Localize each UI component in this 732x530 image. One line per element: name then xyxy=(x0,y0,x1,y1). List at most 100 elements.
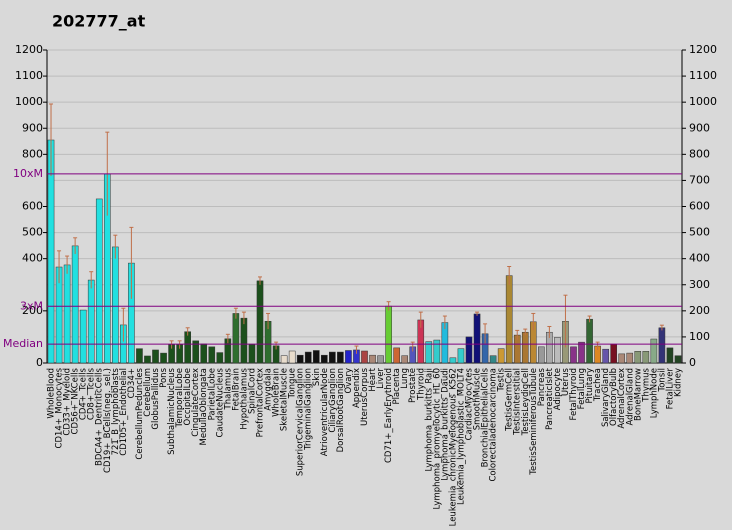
x-tick-label: Hypothalamus xyxy=(239,367,249,429)
y2-tick-label: 100 xyxy=(689,330,710,343)
x-tick-label: CD34+ xyxy=(127,368,137,398)
x-tick-label: OlfactoryBulb xyxy=(609,368,619,426)
bar xyxy=(95,198,103,364)
y-tick-label: 0 xyxy=(36,356,43,369)
x-tick-label: Lung xyxy=(400,368,410,389)
bar xyxy=(473,313,481,364)
bar xyxy=(505,275,513,364)
x-tick-label: LymphNode xyxy=(649,368,659,418)
x-tick-label: CD4+_Tcells xyxy=(79,367,89,420)
bar xyxy=(312,350,320,364)
bar xyxy=(369,354,376,364)
bar xyxy=(385,305,392,364)
x-tick-label: CingulateCortex xyxy=(191,368,201,437)
x-tick-label: Thyroid xyxy=(416,368,426,401)
bar xyxy=(618,353,626,364)
y2-tick-label: 400 xyxy=(689,252,710,265)
bar xyxy=(457,348,465,364)
bar xyxy=(256,280,264,364)
x-tick-label: Pituitary xyxy=(585,368,595,403)
x-tick-label: Kidney xyxy=(673,368,683,397)
bar xyxy=(208,346,216,364)
bar xyxy=(570,346,577,364)
bar xyxy=(329,351,336,364)
x-tick-label: FetalLung xyxy=(577,368,587,409)
bar xyxy=(602,348,609,364)
x-tick-label: FetalThyroid xyxy=(569,368,579,420)
bar xyxy=(232,313,240,364)
x-tick-label: CD105+_Endothelial xyxy=(119,368,129,456)
x-tick-label: SubthalamicNucleus xyxy=(167,367,177,454)
y2-tick-label: 300 xyxy=(689,278,710,291)
x-tick-label: BoneMarrow xyxy=(633,368,643,421)
bar xyxy=(433,339,441,364)
reference-label: 10xM xyxy=(13,167,43,180)
bar xyxy=(610,343,617,364)
x-tick-label: AdrenalCortex xyxy=(617,368,627,429)
y-tick-label: 600 xyxy=(22,200,43,213)
bar xyxy=(79,309,87,364)
bar xyxy=(425,341,433,364)
x-tick-label: SuperiorCervicalGanglion xyxy=(296,368,306,476)
x-tick-label: Lymphoma_promyelocytic_HL_60 xyxy=(432,368,442,510)
y2-tick-label: 700 xyxy=(689,173,710,186)
reference-label: 3xM xyxy=(20,299,43,312)
x-tick-label: PrefrontalCortex xyxy=(256,368,266,437)
x-tick-label: WholeBrain xyxy=(272,368,282,417)
x-tick-label: Appendix xyxy=(352,368,362,408)
x-tick-label: Leukemia_chronicMyelogenous_K562 xyxy=(448,368,458,526)
bar xyxy=(216,352,224,364)
bar xyxy=(304,351,312,364)
y-tick-label: 200 xyxy=(22,304,43,317)
x-tick-label: AtrioventricularNode xyxy=(320,368,330,456)
bar xyxy=(626,352,634,364)
y-tick-label: 500 xyxy=(22,226,43,239)
y2-tick-label: 600 xyxy=(689,200,710,213)
x-tick-label: TestisInterstitial xyxy=(513,368,523,436)
x-tick-label: Liver xyxy=(376,368,386,389)
y-tick-label: 1100 xyxy=(15,69,43,82)
bar xyxy=(489,355,497,364)
x-tick-label: UterusCorpus xyxy=(360,367,370,426)
y2-tick-label: 200 xyxy=(689,304,710,317)
x-tick-label: Adipocyte xyxy=(553,368,563,410)
bar xyxy=(337,351,344,364)
bar xyxy=(401,355,408,364)
bar xyxy=(136,348,143,364)
bar xyxy=(144,355,151,364)
y-tick-label: 1200 xyxy=(15,43,43,56)
bar xyxy=(650,338,658,364)
x-tick-label: Colorectaladenocarcinoma xyxy=(489,368,499,482)
x-tick-label: CD71+_EarlyErythroid xyxy=(384,368,394,463)
x-tick-label: 721_B_lymphoblasts xyxy=(111,367,121,455)
bar xyxy=(288,350,296,364)
x-tick-label: CD19+_BCells(neg._sel.) xyxy=(103,368,113,473)
y2-tick-label: 1200 xyxy=(689,43,717,56)
bar xyxy=(112,246,119,364)
bar xyxy=(538,346,545,364)
x-tick-label: Cerebellum xyxy=(143,368,153,417)
bar xyxy=(642,351,650,364)
y-tick-label: 800 xyxy=(22,147,43,160)
bar xyxy=(87,279,95,364)
x-tick-label: SmoothMuscle xyxy=(473,368,483,430)
x-tick-label: BDCA4+_DentriticCells xyxy=(95,367,105,466)
x-tick-label: Trachea xyxy=(593,368,603,402)
x-tick-label: CiliaryGanglion xyxy=(328,368,338,433)
y2-tick-label: 800 xyxy=(689,147,710,160)
bar xyxy=(674,355,682,364)
y2-tick-label: 1000 xyxy=(689,95,717,108)
chart-title: 202777_at xyxy=(52,12,146,31)
x-tick-label: AdrenalGland xyxy=(625,368,635,426)
bar xyxy=(63,264,71,364)
x-tick-label: FetalLiver xyxy=(665,368,675,410)
x-tick-label: Thalamus xyxy=(223,367,233,410)
bar xyxy=(497,348,505,364)
y-tick-label: 1000 xyxy=(15,95,43,108)
x-tick-label: TemporalLobe xyxy=(175,368,185,428)
x-tick-label: DorsalRootGanglion xyxy=(336,368,346,452)
x-tick-label: TrigeminalGanglion xyxy=(304,368,314,451)
bar xyxy=(248,343,256,364)
x-tick-label: GlobusPallidus xyxy=(151,367,161,429)
